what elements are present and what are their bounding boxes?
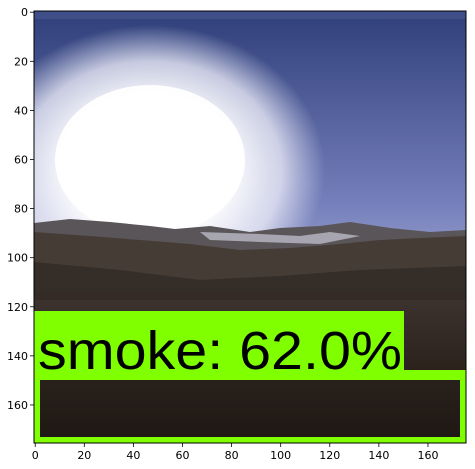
y-tick-label: 140	[7, 350, 28, 363]
detection-overlay: smoke: 62.0%	[34, 311, 466, 443]
bounding-box-right	[460, 370, 466, 443]
x-tick-label: 60	[176, 449, 190, 462]
slope-shadow	[34, 262, 466, 300]
bounding-box-left	[34, 370, 40, 443]
y-tick-label: 120	[7, 301, 28, 314]
axes-frame	[33, 10, 467, 444]
x-tick-label: 160	[417, 449, 438, 462]
x-tick-label: 40	[126, 449, 140, 462]
x-tick-label: 0	[32, 449, 39, 462]
y-tick-label: 80	[14, 203, 28, 216]
label-background	[34, 311, 404, 370]
y-tick-label: 60	[14, 154, 28, 167]
sun	[55, 85, 245, 235]
photo	[34, 11, 466, 443]
camera-overlay-strip	[34, 11, 466, 19]
x-tick-label: 100	[270, 449, 291, 462]
y-tick-label: 40	[14, 104, 28, 117]
y-tick-label: 20	[14, 55, 28, 68]
x-axis: 0 20 40 60 80 100 120 140 160	[32, 443, 438, 462]
y-tick-label: 160	[7, 399, 28, 412]
detection-label: smoke: 62.0%	[38, 321, 402, 381]
x-tick-label: 140	[368, 449, 389, 462]
bounding-box-top	[34, 370, 466, 380]
x-tick-label: 20	[77, 449, 91, 462]
y-tick-label: 100	[7, 252, 28, 265]
y-tick-label: 0	[21, 6, 28, 19]
x-tick-label: 120	[319, 449, 340, 462]
bounding-box-bottom	[34, 437, 466, 443]
x-tick-label: 80	[225, 449, 239, 462]
fog-band	[200, 232, 360, 244]
y-axis: 0 20 40 60 80 100 120 140 160	[7, 6, 34, 412]
